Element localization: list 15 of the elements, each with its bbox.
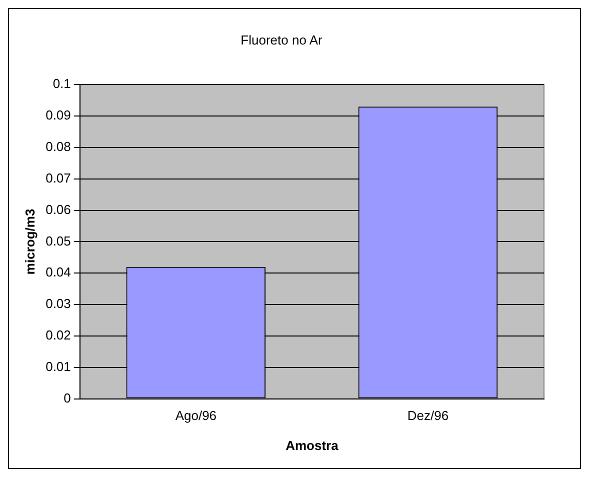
y-tick-label: 0.03	[46, 296, 71, 312]
y-tick-label: 0	[64, 390, 71, 406]
chart-title: Fluoreto no Ar	[240, 32, 323, 48]
y-tick-label: 0.02	[46, 328, 71, 343]
y-tick-label: 0.09	[46, 108, 71, 123]
y-tick-label: 0.08	[46, 139, 71, 154]
y-tick-label: 0.04	[46, 264, 71, 280]
y-tick-label: 0.01	[46, 358, 71, 374]
y-tick-label: 0.07	[46, 170, 71, 186]
x-tick-label: Dez/96	[407, 408, 449, 424]
x-tick-label: Ago/96	[175, 408, 217, 424]
y-tick-label: 0.05	[46, 233, 71, 248]
y-axis-title: microg/m3	[22, 208, 38, 275]
y-tick-label: 0.1	[52, 76, 71, 92]
y-tick-label: 0.06	[46, 202, 71, 217]
